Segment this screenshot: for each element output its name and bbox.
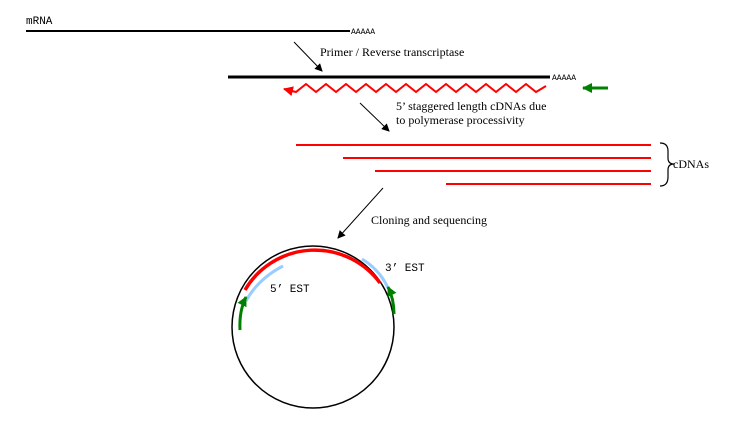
mrna-label: mRNA	[26, 16, 53, 28]
step-arrow-primer	[293, 41, 323, 72]
step-staggered-label-line2: to polymerase processivity	[396, 113, 525, 127]
step-staggered-label-line1: 5’ staggered length cDNAs due	[396, 99, 546, 113]
est-3-primer-arrow	[386, 286, 397, 315]
cdnas-label: cDNAs	[673, 157, 709, 171]
est-5-read-arc	[244, 264, 284, 302]
poly-a-tail-mrna: AAAAA	[351, 28, 375, 37]
first-strand-cdna-zigzag	[283, 82, 547, 97]
est-5-label: 5’ EST	[270, 284, 310, 296]
poly-a-tail-template: AAAAA	[552, 74, 576, 83]
step-arrow-cloning	[337, 187, 384, 239]
est-3-label: 3’ EST	[385, 263, 425, 275]
est-3-read-arc	[361, 257, 390, 289]
est-5-primer-arrow	[237, 296, 248, 331]
step-cloning-label: Cloning and sequencing	[371, 213, 487, 227]
cdna-insert-arc	[243, 248, 382, 291]
step-arrow-staggered	[359, 102, 390, 132]
plasmid-circle	[231, 245, 395, 409]
cdnas-brace	[659, 142, 675, 187]
step-primer-label: Primer / Reverse transcriptase	[320, 45, 464, 59]
